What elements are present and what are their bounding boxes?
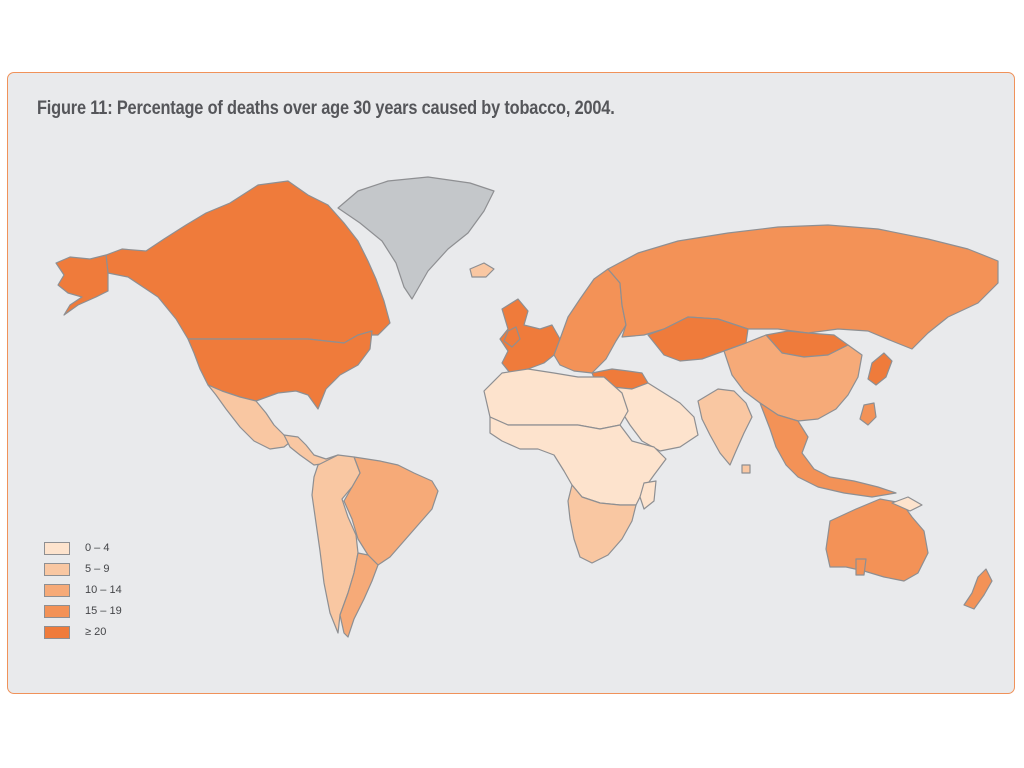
- region-eastern-europe: [553, 268, 627, 374]
- region-australia: [825, 498, 929, 582]
- world-map: [55, 176, 999, 638]
- legend-item: 15 – 19: [44, 603, 204, 624]
- region-alaska: [55, 254, 109, 316]
- legend-label: ≥ 20: [85, 626, 107, 638]
- legend-swatch: [44, 605, 70, 618]
- uk-ireland-shape: [503, 326, 521, 348]
- region-united-states: [187, 330, 373, 410]
- iceland-shape: [469, 262, 495, 278]
- region-southeast-asia: [759, 402, 897, 498]
- region-middle-east: [611, 382, 699, 452]
- region-greenland: [337, 176, 495, 300]
- figure-title: Figure 11: Percentage of deaths over age…: [37, 98, 615, 119]
- legend-swatch: [44, 584, 70, 597]
- legend-swatch: [44, 626, 70, 639]
- region-southern-cone: [339, 552, 379, 638]
- region-canada: [105, 180, 391, 344]
- legend-label: 5 – 9: [85, 563, 110, 575]
- map-legend: 0 – 4 5 – 9 10 – 14 15 – 19 ≥ 20: [44, 540, 204, 645]
- region-china: [723, 334, 863, 422]
- philippines-shape: [859, 402, 877, 426]
- legend-swatch: [44, 563, 70, 576]
- legend-label: 10 – 14: [85, 584, 122, 596]
- region-japan: [867, 352, 893, 386]
- region-new-zealand: [963, 568, 993, 610]
- legend-label: 0 – 4: [85, 542, 110, 554]
- region-southern-africa: [567, 484, 637, 564]
- legend-swatch: [44, 542, 70, 555]
- new-guinea-shape: [891, 496, 923, 512]
- region-india: [697, 388, 753, 466]
- legend-item: ≥ 20: [44, 624, 204, 645]
- legend-label: 15 – 19: [85, 605, 122, 617]
- tasmania-shape: [855, 558, 867, 576]
- legend-item: 10 – 14: [44, 582, 204, 603]
- legend-item: 0 – 4: [44, 540, 204, 561]
- region-western-europe: [499, 298, 561, 374]
- legend-item: 5 – 9: [44, 561, 204, 582]
- madagascar-shape: [639, 480, 657, 510]
- region-brazil: [343, 456, 439, 566]
- figure-panel: Figure 11: Percentage of deaths over age…: [7, 72, 1015, 694]
- sri-lanka-shape: [741, 464, 751, 474]
